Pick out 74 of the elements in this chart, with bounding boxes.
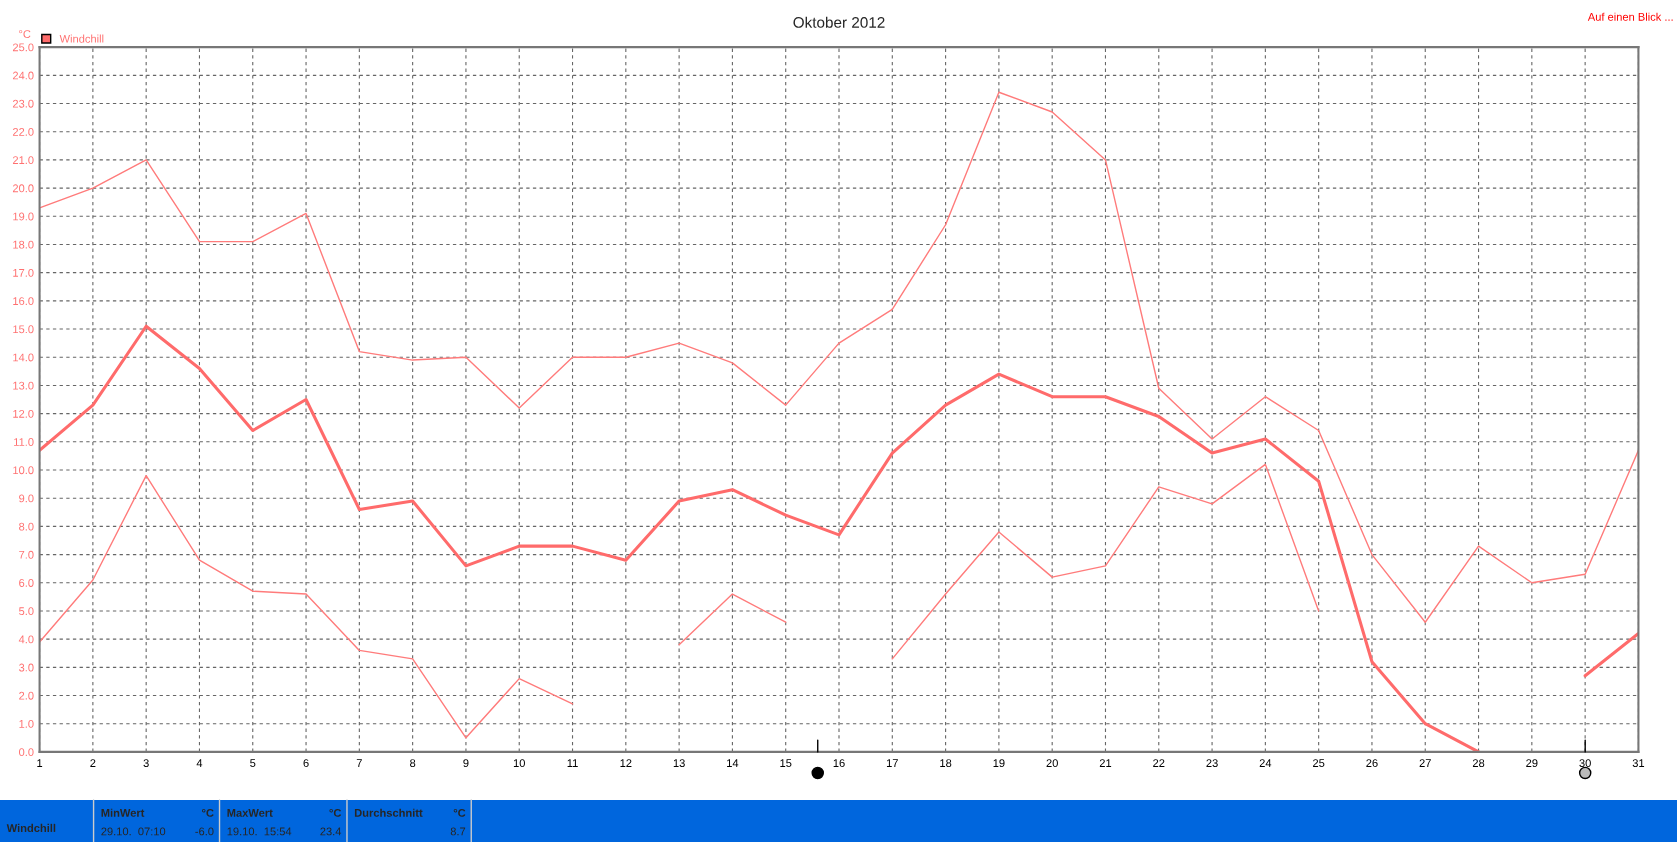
x-tick-label: 3 [143,759,149,768]
x-tick-label: 19 [993,759,1005,768]
x-tick-label: 5 [250,759,256,768]
x-tick-label: 12 [620,759,632,767]
x-tick-label: 16 [833,759,845,768]
x-tick-label: 26 [1366,759,1378,768]
y-tick-label: 10.0 [13,466,34,475]
text: °C [453,808,466,817]
x-tick-label: 4 [196,759,203,767]
x-tick-label: 17 [886,759,898,767]
text: 19.10. 15:54 [227,827,292,836]
y-tick-label: 15.0 [13,325,34,334]
x-tick-label: 28 [1472,759,1485,768]
y-tick-label: 21.0 [12,156,34,165]
chart-title: Oktober 2012 [793,16,885,28]
x-tick-label: 2 [90,759,96,767]
y-tick-label: 16.0 [13,297,34,305]
y-tick-label: 25.0 [12,43,34,52]
y-tick-label: 14.0 [13,353,34,362]
y-tick-label: 8.0 [19,522,34,531]
legend-label: Windchill [59,34,104,43]
x-tick-label: 8 [410,759,416,768]
x-tick-label: 6 [303,759,309,768]
x-tick-label: 30 [1579,759,1591,768]
x-tick-label: 18 [940,759,952,768]
text: MinWert [101,808,145,817]
x-tick-label: 7 [356,759,362,767]
y-tick-label: 1.0 [19,719,34,728]
x-tick-label: 24 [1259,759,1272,767]
y-tick-label: 18.0 [13,240,34,249]
y-tick-label: 19.0 [13,212,34,221]
y-tick-label: 24.0 [12,71,34,80]
x-tick-label: 21 [1099,759,1112,767]
x-tick-label: 11 [567,759,578,767]
y-tick-label: 11.0 [14,438,34,446]
y-tick-label: 3.0 [19,663,34,672]
y-tick-label: 23.0 [12,99,34,108]
y-tick-label: 13.0 [13,381,34,390]
line-series [39,91,1639,623]
x-tick-label: 31 [1632,759,1645,768]
x-tick-label: 10 [513,759,525,768]
x-tick-label: 29 [1526,759,1538,768]
text: Durchschnitt [354,808,423,817]
text: °C [329,808,342,817]
x-tick-label: 13 [673,759,685,768]
x-tick-label: 27 [1419,759,1431,767]
x-tick-label: 25 [1313,759,1325,768]
text: MaxWert [227,809,273,817]
x-tick-label: 20 [1046,759,1058,768]
y-tick-label: 0.0 [19,748,34,757]
x-tick-label: 15 [780,759,792,768]
y-axis-title: °C [19,30,31,38]
text: °C [202,808,214,817]
y-tick-label: 22.0 [12,127,34,136]
x-tick-label: 9 [463,759,469,768]
text: 8.7 [450,827,466,836]
x-tick-label: 22 [1153,759,1165,767]
text: 29.10. 07:10 [101,827,166,836]
text: -6.0 [195,827,214,836]
text: Auf einen Blick ... [1587,12,1673,21]
text: 23.4 [320,827,342,836]
x-tick-label: 1 [37,759,43,767]
x-tick-label: 23 [1206,759,1218,768]
y-tick-label: 17.0 [13,268,34,277]
y-tick-label: 20.0 [12,184,34,193]
y-tick-label: 6.0 [19,579,34,587]
text: Windchill [6,823,56,833]
y-tick-label: 5.0 [19,607,34,616]
y-tick-label: 7.0 [19,550,34,559]
y-tick-label: 4.0 [18,635,34,644]
y-tick-label: 9.0 [19,494,34,503]
x-tick-label: 14 [727,759,739,767]
y-tick-label: 12.0 [13,409,34,418]
y-tick-label: 2.0 [19,691,34,700]
